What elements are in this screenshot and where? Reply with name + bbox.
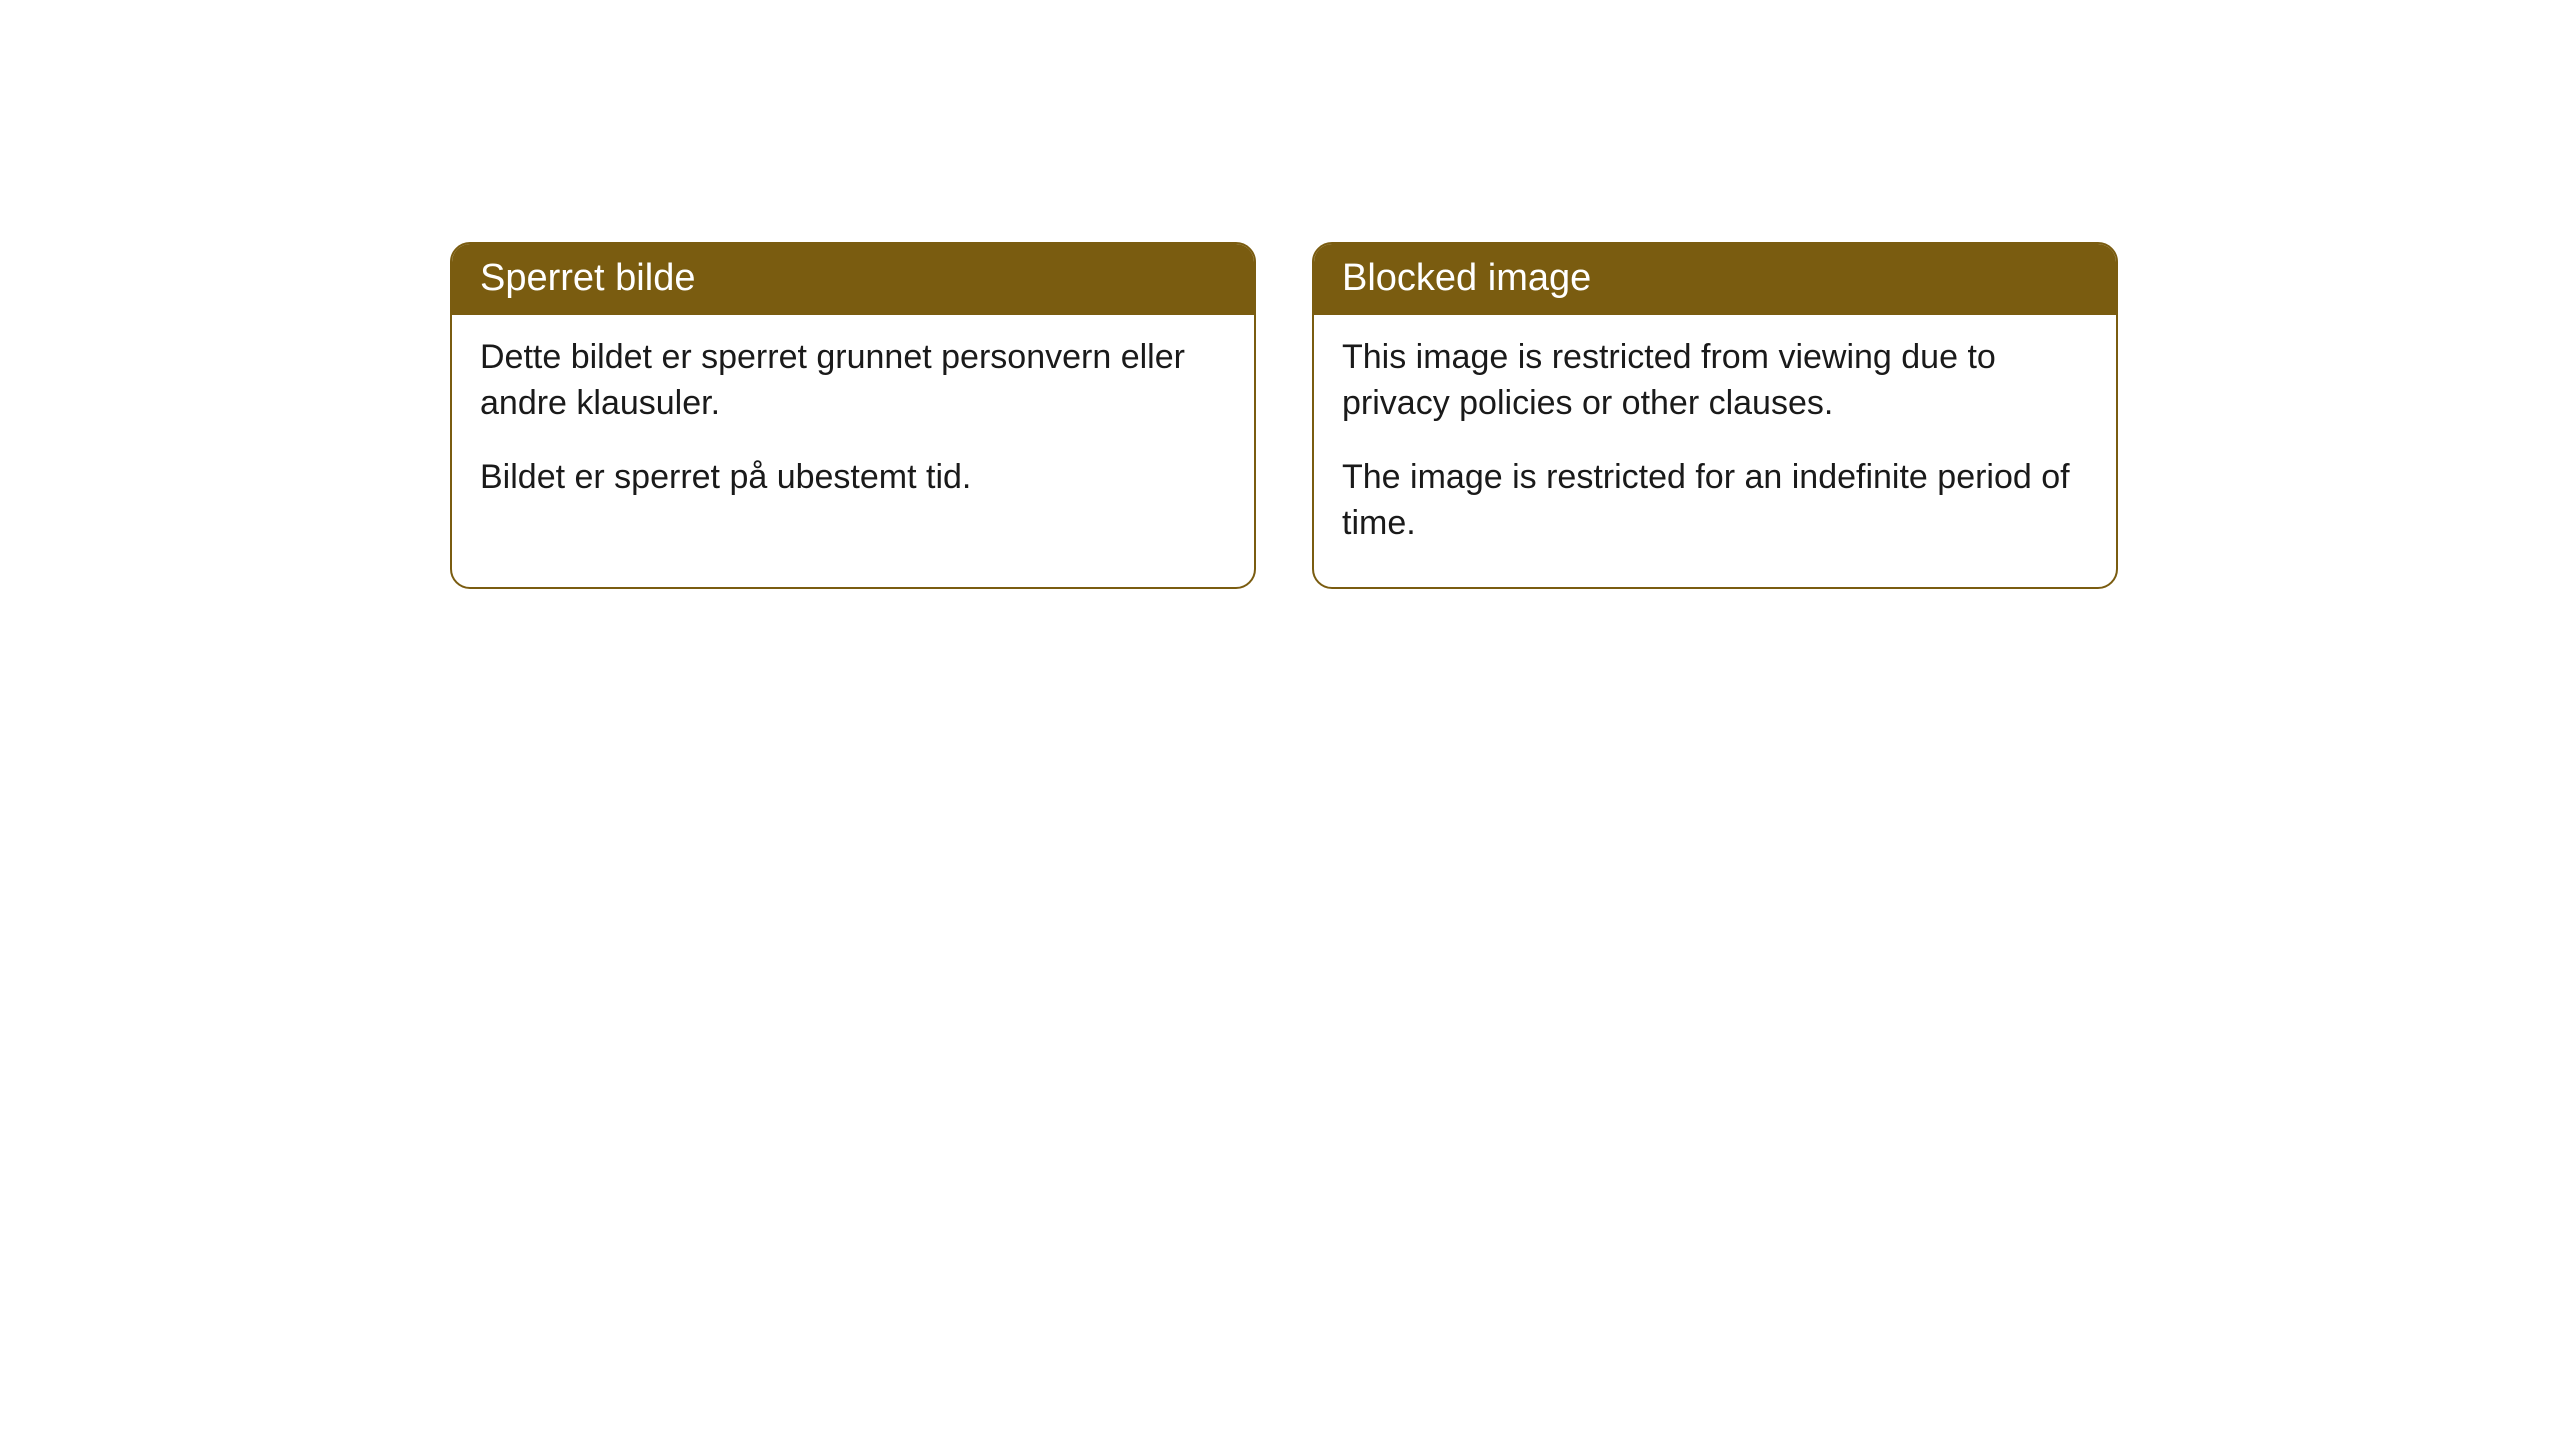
card-paragraph: The image is restricted for an indefinit… (1342, 455, 2088, 547)
card-paragraph: Dette bildet er sperret grunnet personve… (480, 335, 1226, 427)
notice-cards-container: Sperret bilde Dette bildet er sperret gr… (450, 242, 2118, 589)
card-title: Blocked image (1314, 244, 2116, 315)
notice-card-english: Blocked image This image is restricted f… (1312, 242, 2118, 589)
card-body: Dette bildet er sperret grunnet personve… (452, 315, 1254, 541)
notice-card-norwegian: Sperret bilde Dette bildet er sperret gr… (450, 242, 1256, 589)
card-paragraph: Bildet er sperret på ubestemt tid. (480, 455, 1226, 501)
card-title: Sperret bilde (452, 244, 1254, 315)
card-paragraph: This image is restricted from viewing du… (1342, 335, 2088, 427)
card-body: This image is restricted from viewing du… (1314, 315, 2116, 587)
